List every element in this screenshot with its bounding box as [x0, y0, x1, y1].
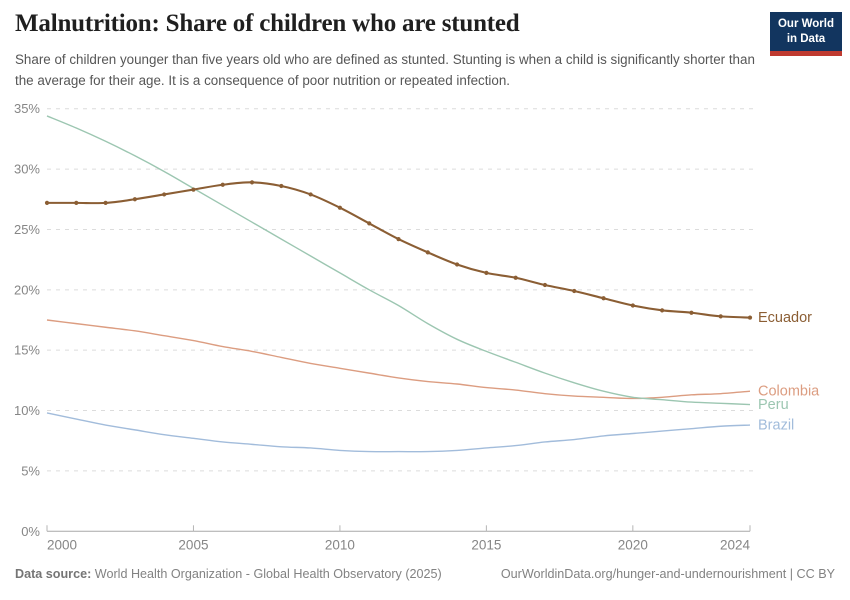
data-source-value: World Health Organization - Global Healt…	[94, 567, 442, 581]
chart-subtitle: Share of children younger than five year…	[15, 52, 755, 88]
point-ecuador-2003	[132, 197, 137, 202]
x-tick-label-2024: 2024	[720, 537, 751, 552]
point-ecuador-2017	[542, 282, 548, 288]
line-colombia[interactable]	[46, 319, 751, 400]
point-ecuador-2023	[718, 314, 723, 319]
point-ecuador-2021	[660, 308, 665, 313]
point-ecuador-2008	[279, 183, 284, 189]
point-ecuador-2009	[308, 192, 313, 197]
line-peru[interactable]	[46, 115, 751, 406]
point-ecuador-2007	[249, 180, 255, 185]
series-label-peru[interactable]: Peru	[758, 397, 789, 413]
point-ecuador-2006	[220, 182, 225, 187]
x-tick-label-2005: 2005	[178, 537, 208, 552]
point-ecuador-2022	[689, 310, 694, 315]
point-ecuador-2000	[44, 200, 50, 205]
point-ecuador-2010	[337, 205, 343, 210]
point-ecuador-2024	[747, 315, 753, 320]
owid-logo-line2: in Data	[786, 32, 826, 45]
x-tick-label-2010: 2010	[325, 537, 355, 552]
point-ecuador-2011	[367, 221, 372, 226]
y-tick-label-5: 5%	[21, 463, 40, 478]
x-tick-label-2020: 2020	[618, 537, 648, 552]
line-brazil[interactable]	[46, 412, 751, 453]
point-ecuador-2001	[74, 200, 79, 205]
y-tick-label-15: 15%	[14, 343, 40, 358]
data-source: Data source: World Health Organization -…	[15, 567, 442, 581]
x-tick-label-2000: 2000	[47, 537, 77, 552]
point-ecuador-2002	[103, 200, 108, 205]
point-ecuador-2016	[513, 275, 518, 280]
owid-logo[interactable]: Our World in Data	[770, 12, 842, 56]
point-ecuador-2019	[601, 296, 606, 301]
point-ecuador-2012	[396, 237, 401, 242]
y-tick-label-25: 25%	[14, 222, 40, 237]
chart-title: Malnutrition: Share of children who are …	[15, 10, 520, 37]
y-tick-label-10: 10%	[14, 403, 40, 418]
data-source-label: Data source:	[15, 567, 92, 581]
footer-license: | CC BY	[789, 567, 835, 581]
point-ecuador-2004	[162, 192, 167, 197]
footer-url-link[interactable]: OurWorldinData.org/hunger-and-undernouri…	[500, 567, 787, 581]
y-tick-label-35: 35%	[14, 101, 40, 116]
point-ecuador-2005	[191, 187, 196, 192]
series-label-colombia[interactable]: Colombia	[758, 384, 820, 400]
chart-footer: Data source: World Health Organization -…	[15, 567, 835, 581]
point-ecuador-2018	[572, 288, 577, 294]
owid-logo-line1: Our World	[777, 18, 834, 30]
x-tick-label-2015: 2015	[471, 537, 501, 552]
series-label-brazil[interactable]: Brazil	[758, 418, 794, 434]
series-label-ecuador[interactable]: Ecuador	[758, 310, 812, 326]
y-tick-label-0: 0%	[21, 524, 40, 539]
y-tick-label-20: 20%	[14, 282, 40, 297]
footer-right: OurWorldinData.org/hunger-and-undernouri…	[501, 567, 835, 581]
line-ecuador[interactable]	[46, 181, 751, 319]
point-ecuador-2013	[425, 250, 430, 255]
point-ecuador-2015	[484, 270, 489, 276]
point-ecuador-2020	[630, 303, 635, 308]
point-ecuador-2014	[454, 262, 460, 267]
y-tick-label-30: 30%	[14, 162, 40, 177]
